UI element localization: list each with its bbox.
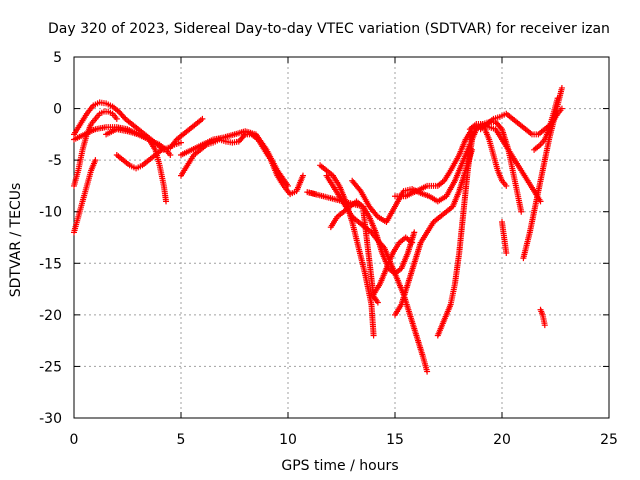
- series-arc22: [520, 84, 565, 262]
- series-arc25: [304, 189, 381, 306]
- series-arc1: [71, 157, 99, 236]
- series-arc5: [103, 126, 170, 205]
- y-tick-label: -25: [39, 359, 62, 375]
- x-tick-label: 5: [177, 432, 186, 448]
- y-axis-label: SDTVAR / TECUs: [8, 183, 24, 298]
- x-tick-label: 10: [279, 432, 297, 448]
- y-tick-label: 5: [53, 50, 62, 66]
- series-arc3: [71, 99, 206, 153]
- data-point: [518, 208, 525, 215]
- data-point: [503, 249, 510, 256]
- data-point: [163, 198, 170, 205]
- y-tick-labels: 5 0 -5 -10 -15 -20 -25 -30: [39, 50, 62, 427]
- data-point: [374, 299, 381, 306]
- data-point: [178, 139, 184, 146]
- y-tick-label: -10: [39, 205, 62, 221]
- data-point: [558, 84, 565, 91]
- x-tick-label: 0: [70, 432, 79, 448]
- data-point: [299, 172, 306, 179]
- data-point: [503, 182, 510, 189]
- x-tick-labels: 0 5 10 15 20 25: [70, 432, 618, 448]
- x-tick-label: 20: [493, 432, 511, 448]
- x-tick-label: 25: [600, 432, 618, 448]
- y-tick-label: -20: [39, 308, 62, 324]
- series-arc24: [537, 306, 548, 329]
- series-arc23: [531, 95, 561, 153]
- y-tick-label: -30: [39, 411, 62, 427]
- data-point: [92, 157, 99, 164]
- data-point: [541, 322, 548, 329]
- data-marks: [71, 84, 565, 375]
- data-point: [113, 115, 120, 122]
- series-arc14: [392, 146, 476, 318]
- series-arc18: [466, 118, 525, 215]
- x-axis-label: GPS time / hours: [281, 458, 398, 474]
- data-point: [370, 332, 377, 339]
- y-tick-label: -5: [48, 153, 62, 169]
- data-point: [424, 368, 431, 375]
- axis-ticks: [73, 56, 610, 419]
- data-point: [554, 95, 561, 102]
- series-arc20: [481, 126, 510, 189]
- series-arc21: [499, 219, 510, 256]
- series-arc2: [71, 108, 120, 189]
- series-arc8: [178, 128, 291, 189]
- series-arc6: [113, 139, 184, 172]
- plot-frame: [73, 56, 610, 419]
- data-point: [411, 229, 418, 236]
- y-tick-label: 0: [53, 102, 62, 118]
- data-point: [558, 105, 565, 112]
- data-point: [409, 239, 416, 246]
- y-tick-label: -15: [39, 256, 62, 272]
- chart-title: Day 320 of 2023, Sidereal Day-to-day VTE…: [48, 21, 610, 37]
- data-point: [285, 182, 291, 189]
- x-tick-label: 15: [386, 432, 404, 448]
- data-point: [199, 115, 206, 122]
- series-arc19: [477, 105, 565, 138]
- data-point: [167, 151, 174, 158]
